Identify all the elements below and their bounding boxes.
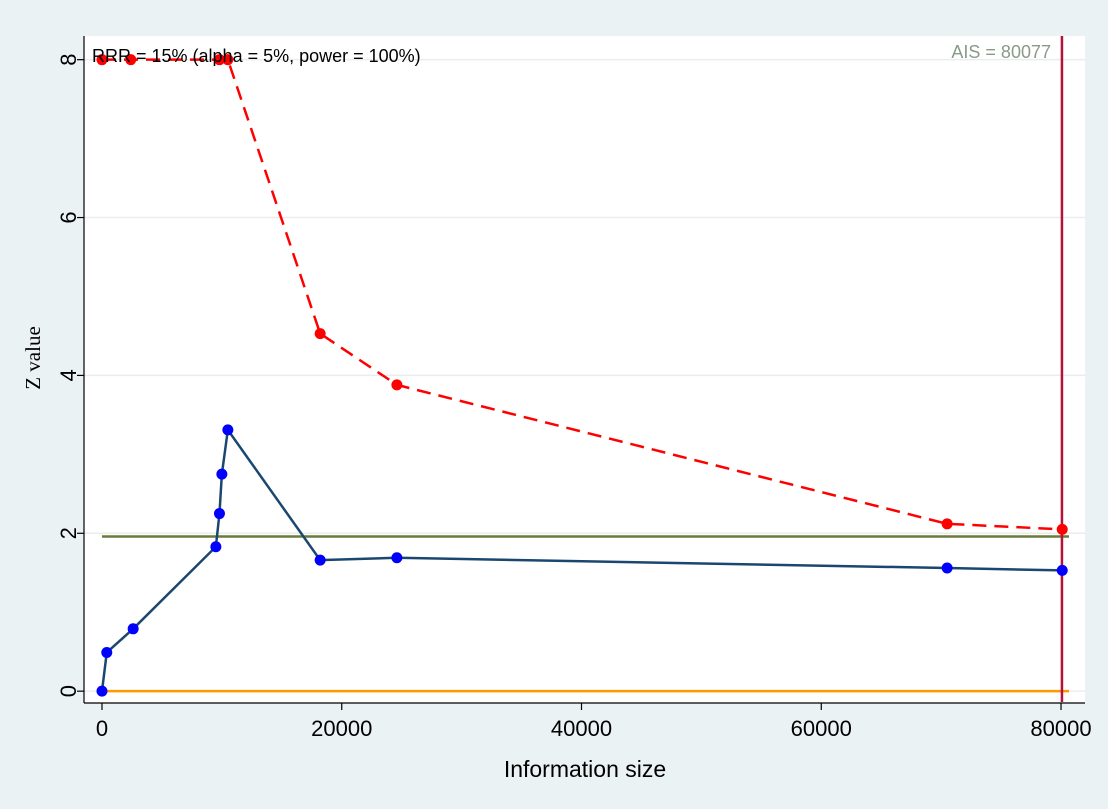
ais-label: AIS = 80077 — [951, 42, 1051, 62]
annotation-text: RRR = 15% (alpha = 5%, power = 100%) — [92, 46, 421, 66]
x-tick-label: 40000 — [551, 716, 612, 741]
y-axis-label: Z value — [21, 326, 45, 390]
cumulative-z-point — [391, 552, 402, 563]
x-tick-label: 80000 — [1030, 716, 1091, 741]
y-tick-label: 0 — [56, 685, 81, 697]
boundary-point — [942, 518, 953, 529]
x-tick-label: 0 — [96, 716, 108, 741]
x-axis-label: Information size — [504, 756, 666, 782]
boundary-point — [391, 379, 402, 390]
y-tick-label: 4 — [56, 369, 81, 381]
y-tick-label: 6 — [56, 211, 81, 223]
y-ticks: 0 2 4 6 8 — [56, 54, 84, 698]
cumulative-z-point — [101, 647, 112, 658]
boundary-point — [315, 328, 326, 339]
y-tick-label: 8 — [56, 54, 81, 66]
x-ticks: 0 20000 40000 60000 80000 — [96, 703, 1092, 741]
cumulative-z-point — [315, 555, 326, 566]
plot-area — [84, 36, 1085, 703]
cumulative-z-point — [942, 563, 953, 574]
y-tick-label: 2 — [56, 527, 81, 539]
cumulative-z-point — [216, 469, 227, 480]
boundary-point — [1057, 524, 1068, 535]
cumulative-z-point — [222, 424, 233, 435]
cumulative-z-point — [128, 623, 139, 634]
x-tick-label: 60000 — [791, 716, 852, 741]
cumulative-z-point — [214, 508, 225, 519]
cumulative-z-point — [210, 541, 221, 552]
cumulative-z-point — [1057, 565, 1068, 576]
cumulative-z-point — [96, 686, 107, 697]
x-tick-label: 20000 — [311, 716, 372, 741]
